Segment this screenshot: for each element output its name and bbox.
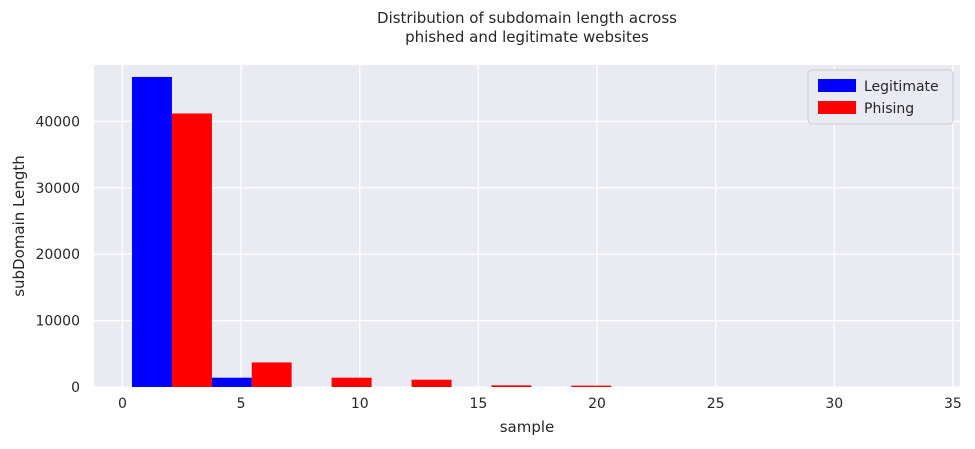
y-tick-label: 30000 bbox=[35, 181, 80, 197]
y-tick-label: 10000 bbox=[35, 314, 80, 330]
bar-legitimate-bin-2 bbox=[211, 377, 252, 387]
y-tick-labels: 0 10000 20000 30000 40000 bbox=[35, 114, 80, 396]
legend-label-phising: Phising bbox=[864, 101, 914, 117]
y-tick-label: 0 bbox=[71, 380, 80, 396]
bar-phising-bin-1 bbox=[171, 113, 212, 388]
x-tick-label: 35 bbox=[944, 396, 962, 412]
x-tick-label: 30 bbox=[825, 396, 843, 412]
x-tick-label: 25 bbox=[707, 396, 725, 412]
x-tick-label: 20 bbox=[588, 396, 606, 412]
legend-swatch-legitimate bbox=[818, 79, 856, 92]
x-tick-label: 15 bbox=[469, 396, 487, 412]
x-tick-label: 5 bbox=[237, 396, 246, 412]
bar-legitimate-bin-1 bbox=[131, 76, 172, 388]
x-axis-label: sample bbox=[500, 418, 555, 436]
bar-phising-bin-2 bbox=[251, 362, 292, 387]
x-tick-labels: 0 5 10 15 20 25 30 35 bbox=[118, 396, 962, 412]
chart-title-line-2: phished and legitimate websites bbox=[405, 28, 649, 46]
bars bbox=[131, 76, 612, 388]
bar-phising-bin-6 bbox=[571, 385, 612, 387]
bar-phising-bin-5 bbox=[491, 385, 532, 387]
legend-swatch-phising bbox=[818, 101, 856, 114]
x-tick-label: 10 bbox=[351, 396, 369, 412]
legend-label-legitimate: Legitimate bbox=[864, 79, 939, 95]
legend: Legitimate Phising bbox=[807, 69, 954, 125]
x-tick-label: 0 bbox=[118, 396, 127, 412]
bar-phising-bin-3 bbox=[331, 377, 372, 387]
y-tick-label: 40000 bbox=[35, 114, 80, 130]
y-tick-label: 20000 bbox=[35, 247, 80, 263]
bar-phising-bin-4 bbox=[411, 379, 452, 387]
chart-title-line-1: Distribution of subdomain length across bbox=[377, 9, 677, 27]
y-axis-label: subDomain Length bbox=[10, 155, 28, 297]
